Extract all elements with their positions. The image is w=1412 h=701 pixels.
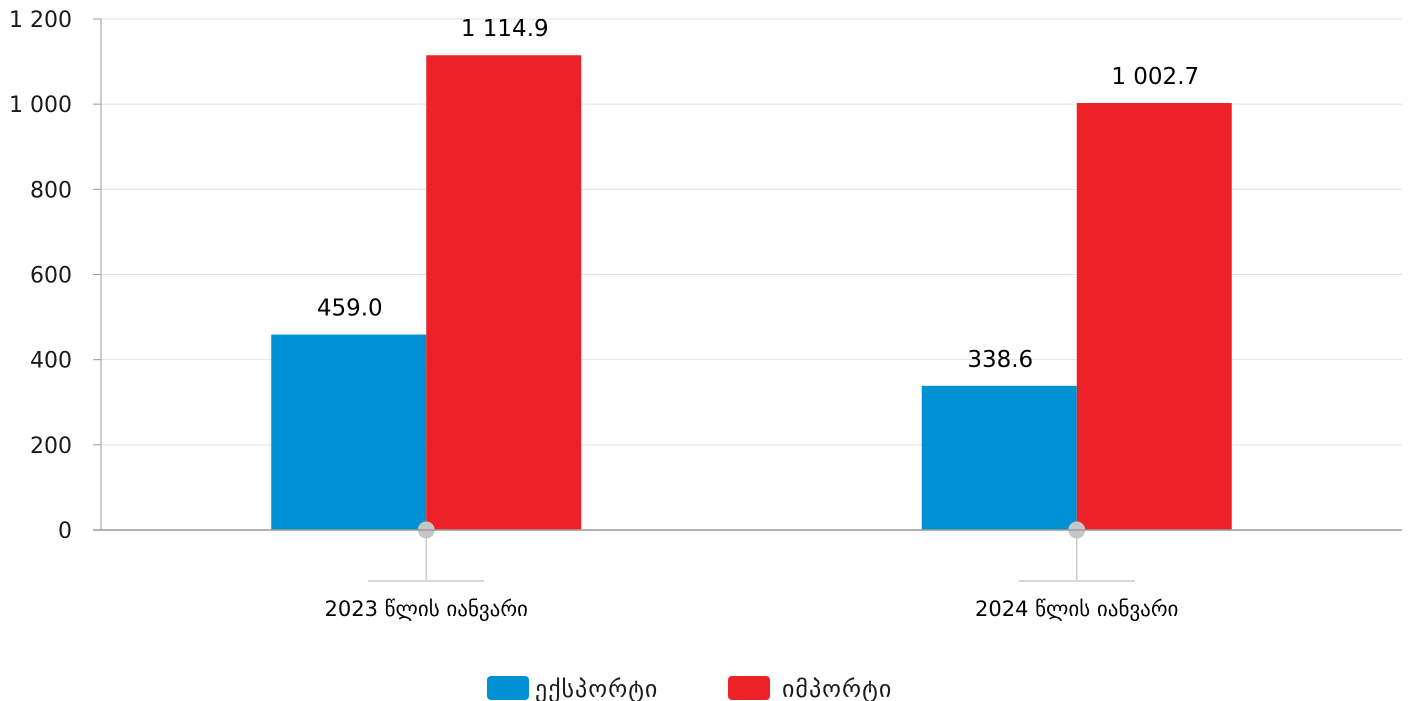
y-tick-label: 400	[30, 349, 72, 374]
legend: ექსპორტი იმპორტი	[487, 675, 892, 701]
bars	[271, 55, 1232, 531]
legend-label: ექსპორტი	[535, 675, 658, 701]
y-tick-label: 600	[30, 264, 72, 289]
x-axis: 2023 წლის იანვარი 2024 წლის იანვარი	[93, 521, 1402, 621]
legend-swatch	[728, 676, 770, 700]
y-axis: 0 200 400 600 800 1 000 1 200	[9, 8, 102, 544]
bar	[921, 385, 1077, 530]
data-label: 1 002.7	[1111, 64, 1199, 90]
bar	[271, 334, 427, 530]
data-label: 1 114.9	[461, 16, 549, 42]
x-tick-label: 2023 წლის იანვარი	[325, 597, 528, 621]
legend-label: იმპორტი	[782, 675, 892, 701]
y-tick-label: 200	[30, 434, 72, 459]
data-labels: 459.0 1 114.9 338.6 1 002.7	[317, 16, 1199, 373]
y-tick-label: 800	[30, 178, 72, 203]
data-label: 338.6	[967, 347, 1033, 373]
y-tick-label: 1 000	[9, 93, 72, 118]
x-tick-label: 2024 წლის იანვარი	[975, 597, 1178, 621]
y-tick-label: 0	[58, 519, 72, 544]
y-tick-label: 1 200	[9, 8, 72, 33]
data-label: 459.0	[317, 296, 383, 322]
bar	[426, 55, 582, 531]
legend-swatch	[487, 676, 529, 700]
bar	[1076, 103, 1232, 531]
